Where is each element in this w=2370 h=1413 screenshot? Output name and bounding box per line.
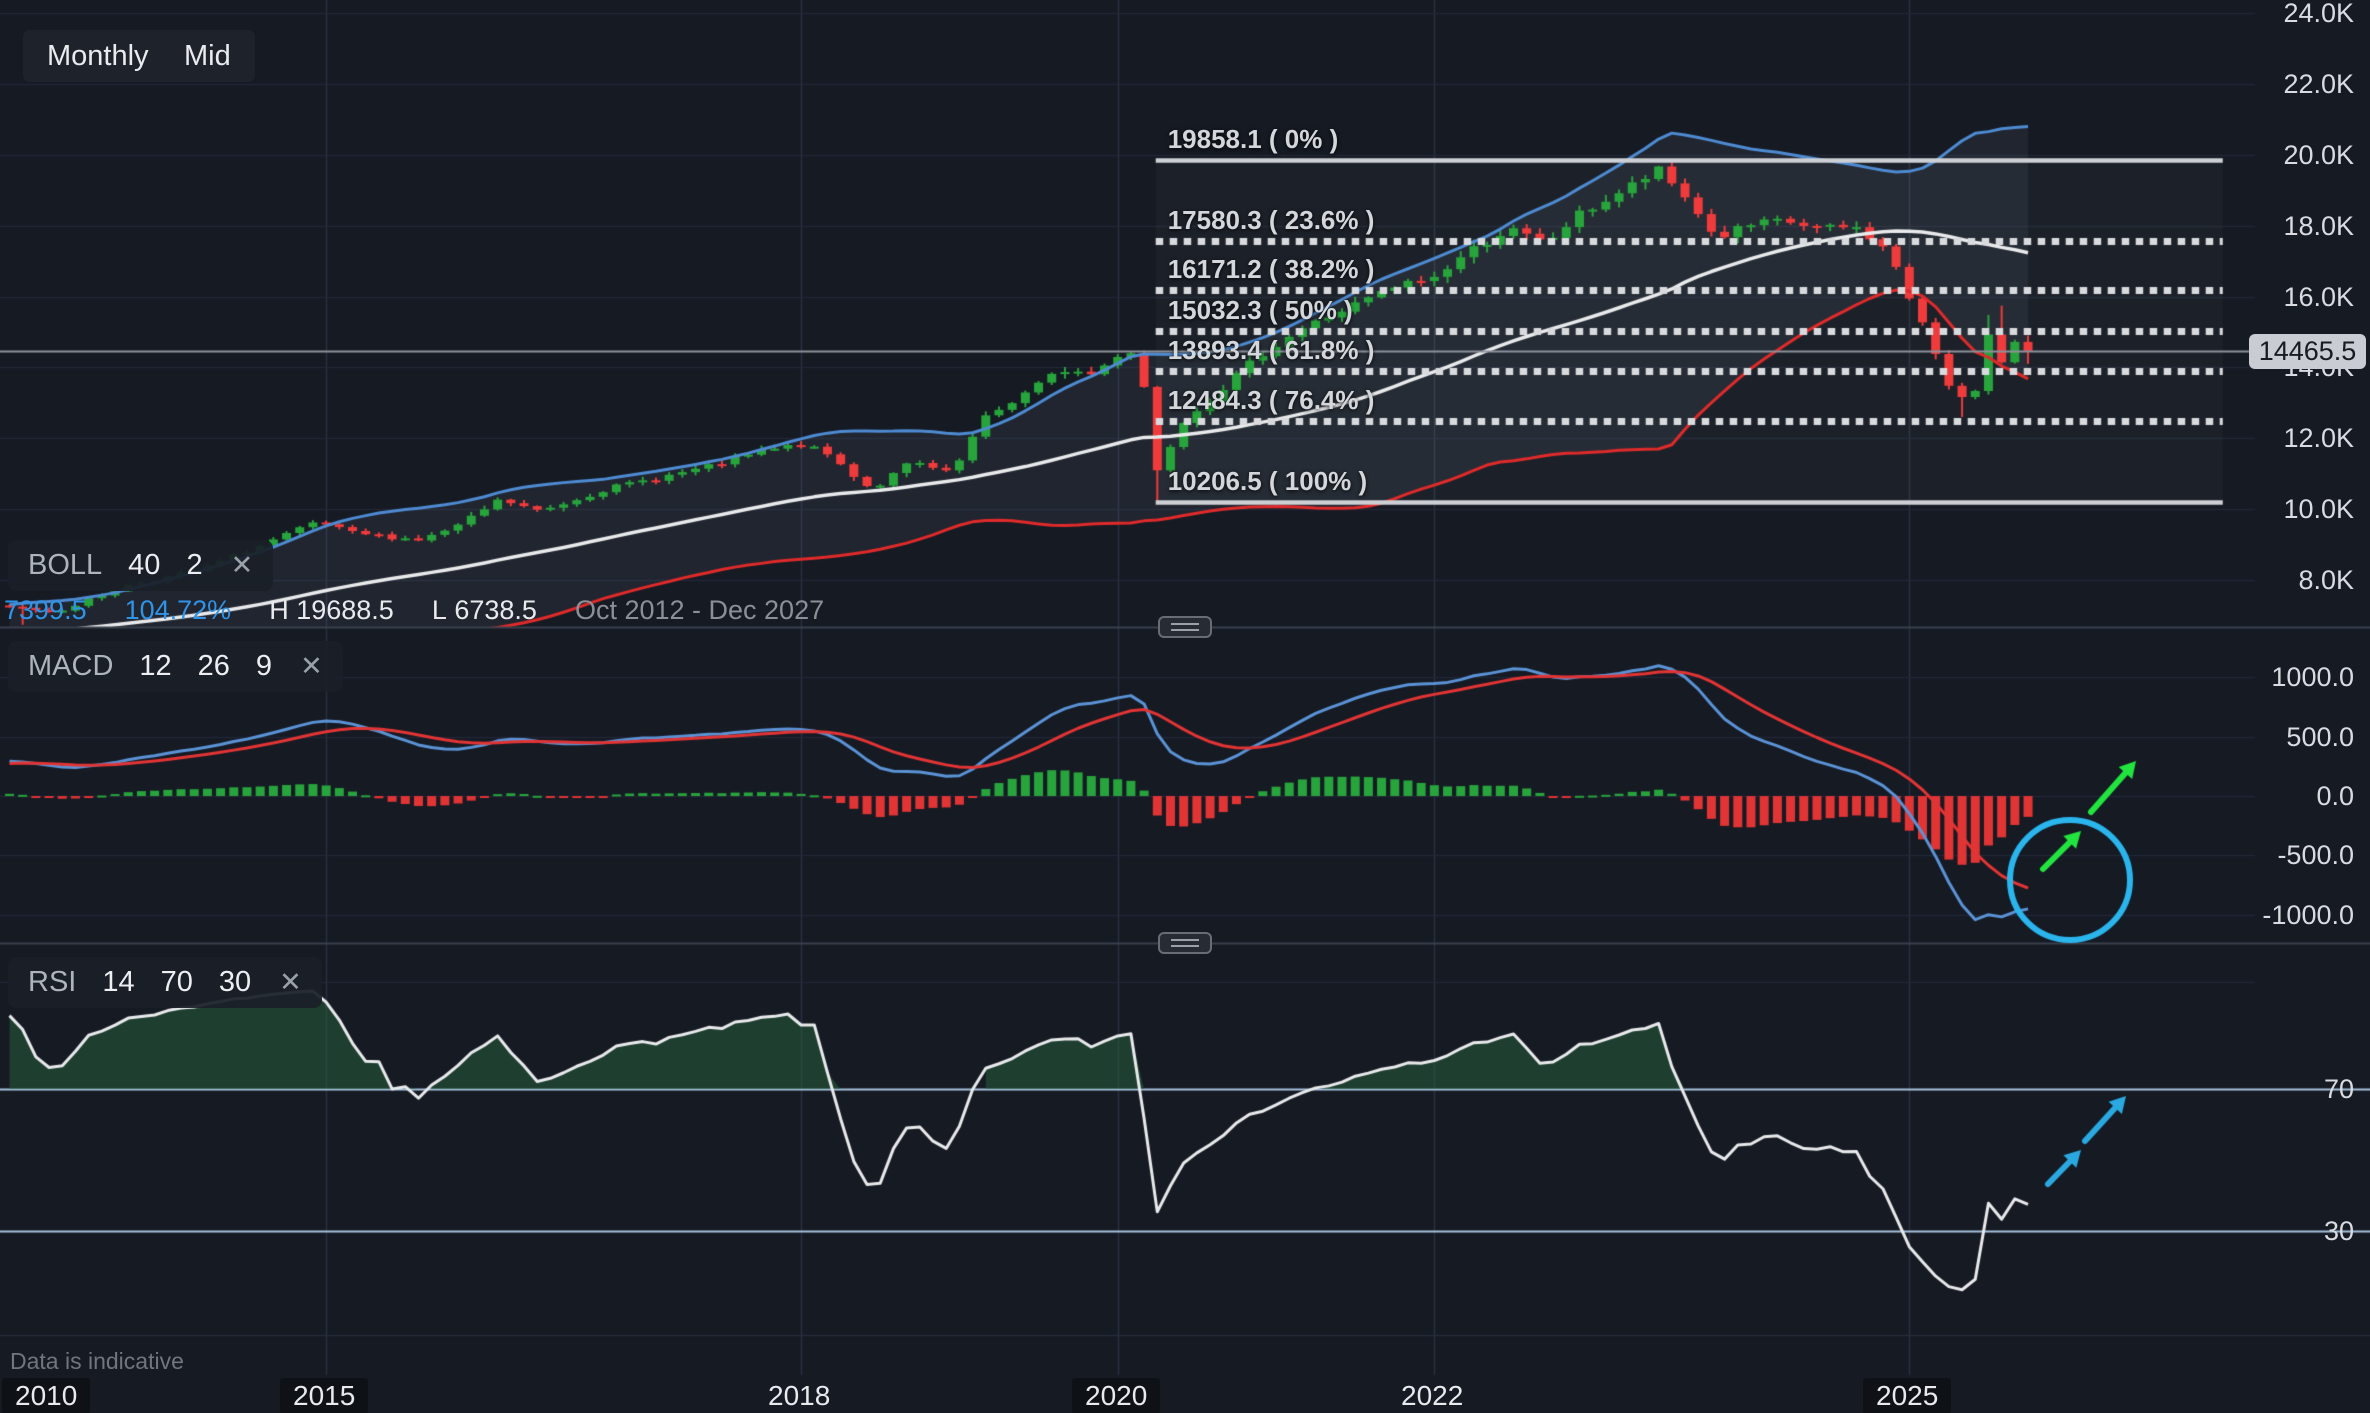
timeframe-button[interactable]: Monthly: [23, 30, 173, 82]
price-axis-tick: 22.0K: [2283, 68, 2354, 99]
fib-level-label: 19858.1 ( 0% ): [1167, 123, 1339, 154]
disclaimer-text: Data is indicative: [10, 1348, 184, 1374]
boll-close-icon[interactable]: ✕: [230, 550, 254, 580]
time-axis-tick: 2010: [2, 1378, 91, 1413]
boll-param-mult: 2: [186, 549, 203, 581]
macd-indicator-label[interactable]: MACD 12 26 9 ✕: [8, 641, 343, 692]
macd-axis-tick: -1000.0: [2262, 899, 2354, 930]
date-range-label: Oct 2012 - Dec 2027: [574, 594, 825, 625]
macd-axis-tick: 1000.0: [2271, 662, 2354, 693]
boll-stat-percent: 104.72%: [124, 594, 232, 625]
rsi-indicator-label[interactable]: RSI 14 70 30 ✕: [8, 957, 322, 1008]
boll-name: BOLL: [28, 549, 103, 581]
chart-style-button[interactable]: Mid: [160, 30, 255, 82]
rsi-param-ob: 70: [160, 966, 193, 998]
macd-param-signal: 9: [255, 650, 273, 682]
time-axis-tick: 2025: [1863, 1378, 1952, 1413]
rsi-close-icon[interactable]: ✕: [279, 967, 302, 997]
pane-resize-handle-macd[interactable]: [1158, 616, 1212, 638]
price-axis-tick: 24.0K: [2283, 0, 2354, 29]
price-axis-tick: 8.0K: [2298, 565, 2354, 596]
price-axis-tick: 10.0K: [2283, 494, 2354, 525]
boll-param-period: 40: [128, 549, 161, 581]
macd-close-icon[interactable]: ✕: [300, 651, 323, 681]
price-axis-tick: 18.0K: [2283, 210, 2354, 241]
boll-stats-row: 7399.5 104.72% H 19688.5 L 6738.5 Oct 20…: [4, 593, 824, 627]
rsi-name: RSI: [28, 966, 77, 998]
time-axis-tick: 2020: [1072, 1378, 1161, 1413]
fib-level-label: 17580.3 ( 23.6% ): [1167, 204, 1375, 235]
rsi-axis-tick: 70: [2323, 1073, 2354, 1104]
fib-level-label: 10206.5 ( 100% ): [1167, 465, 1368, 496]
macd-axis-tick: 0.0: [2316, 781, 2354, 812]
macd-param-slow: 26: [197, 650, 230, 682]
fib-level-label: 12484.3 ( 76.4% ): [1167, 385, 1375, 416]
high-stat: H 19688.5: [269, 594, 394, 625]
fib-level-label: 13893.4 ( 61.8% ): [1167, 335, 1375, 366]
pane-resize-handle-rsi[interactable]: [1158, 932, 1212, 954]
macd-param-fast: 12: [139, 650, 172, 682]
price-axis-tick: 20.0K: [2283, 139, 2354, 170]
time-axis-tick: 2022: [1401, 1380, 1464, 1411]
price-axis-tick: 12.0K: [2283, 423, 2354, 454]
time-axis-tick: 2018: [768, 1380, 831, 1411]
time-axis-tick: 2015: [280, 1378, 369, 1413]
rsi-param-os: 30: [218, 966, 252, 998]
low-stat: L 6738.5: [431, 594, 537, 625]
macd-axis-tick: -500.0: [2277, 840, 2354, 871]
price-axis-tick: 16.0K: [2283, 281, 2354, 312]
boll-indicator-label[interactable]: BOLL 40 2 ✕: [8, 540, 274, 591]
rsi-axis-tick: 30: [2323, 1215, 2354, 1246]
macd-axis-tick: 500.0: [2286, 721, 2354, 752]
boll-stat-value: 7399.5: [4, 594, 87, 625]
fib-level-label: 15032.3 ( 50% ): [1167, 294, 1353, 325]
rsi-param-period: 14: [102, 966, 135, 998]
macd-name: MACD: [28, 650, 114, 682]
fib-level-label: 16171.2 ( 38.2% ): [1167, 254, 1375, 285]
current-price-label: 14465.5: [2249, 334, 2366, 369]
